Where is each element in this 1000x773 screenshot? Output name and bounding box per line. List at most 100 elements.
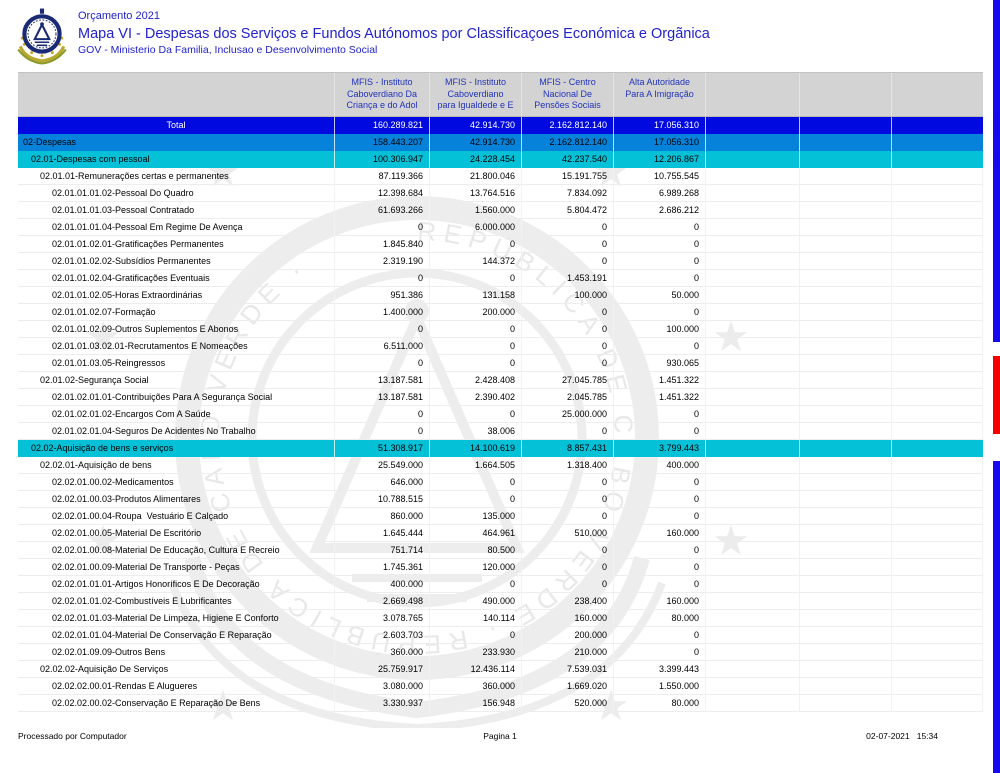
table-row: 02.01-Despesas com pessoal 100.306.947 24.…: [18, 151, 983, 168]
cell-value: 0: [522, 423, 614, 440]
cell-value: 14.100.619: [430, 440, 522, 457]
cell-empty: [706, 457, 800, 474]
cell-value: 0: [430, 236, 522, 253]
row-label: Total: [18, 117, 335, 134]
row-label: 02.01.02.01.04-Seguros De Acidentes No T…: [18, 423, 335, 440]
cell-value: 238.400: [522, 593, 614, 610]
cell-value: 0: [614, 542, 706, 559]
cell-empty: [892, 542, 983, 559]
table-row: 02.02-Aquisição de bens e serviços 51.308…: [18, 440, 983, 457]
table-row: 02.02.01.00.08-Material De Educação, Cul…: [18, 542, 983, 559]
cell-value: 0: [614, 406, 706, 423]
cell-empty: [706, 423, 800, 440]
cell-empty: [706, 593, 800, 610]
cell-value: 0: [335, 406, 430, 423]
cell-empty: [800, 440, 892, 457]
cell-empty: [892, 525, 983, 542]
cell-empty: [800, 372, 892, 389]
cell-value: 120.000: [430, 559, 522, 576]
cell-value: 0: [614, 338, 706, 355]
cell-empty: [800, 168, 892, 185]
cell-empty: [892, 287, 983, 304]
cell-empty: [706, 474, 800, 491]
cell-value: 1.745.361: [335, 559, 430, 576]
column-header-empty: [18, 73, 335, 116]
cell-value: 0: [522, 559, 614, 576]
cell-empty: [800, 151, 892, 168]
cell-empty: [706, 270, 800, 287]
cell-empty: [800, 185, 892, 202]
cell-value: 360.000: [430, 678, 522, 695]
cell-empty: [706, 253, 800, 270]
row-label: 02.01.01.01.04-Pessoal Em Regime De Aven…: [18, 219, 335, 236]
cell-empty: [706, 321, 800, 338]
right-edge-bar-blue-bottom: [993, 461, 1000, 773]
cell-value: 17.056.310: [614, 117, 706, 134]
row-label: 02.01.01.01.03-Pessoal Contratado: [18, 202, 335, 219]
cell-empty: [706, 678, 800, 695]
cell-empty: [706, 644, 800, 661]
cell-value: 3.078.765: [335, 610, 430, 627]
cell-empty: [892, 644, 983, 661]
row-label: 02.01.01.02.05-Horas Extraordinárias: [18, 287, 335, 304]
report-title: Mapa VI - Despesas dos Serviços e Fundos…: [78, 26, 710, 42]
table-row: 02.01.02.01.02-Encargos Com A Saúde 0 0 25.…: [18, 406, 983, 423]
row-label: 02.02.01-Aquisição de bens: [18, 457, 335, 474]
cell-empty: [892, 661, 983, 678]
cell-empty: [800, 457, 892, 474]
row-label: 02.01.01-Remunerações certas e permanent…: [18, 168, 335, 185]
cell-empty: [706, 389, 800, 406]
row-label: 02.01-Despesas com pessoal: [18, 151, 335, 168]
cell-empty: [800, 627, 892, 644]
cell-empty: [892, 134, 983, 151]
cell-empty: [706, 695, 800, 712]
cell-value: 2.319.190: [335, 253, 430, 270]
cell-empty: [892, 338, 983, 355]
cell-value: 25.549.000: [335, 457, 430, 474]
cell-value: 2.686.212: [614, 202, 706, 219]
cell-value: 25.000.000: [522, 406, 614, 423]
table-row: 02.01.01.03.02.01-Recrutamentos E Nomeaç…: [18, 338, 983, 355]
table-row: 02.02.01.09.09-Outros Bens 360.000 233.930…: [18, 644, 983, 661]
cell-value: 160.000: [522, 610, 614, 627]
cell-empty: [706, 168, 800, 185]
cell-value: 15.191.755: [522, 168, 614, 185]
cell-value: 80.000: [614, 695, 706, 712]
row-label: 02.02.01.01.02-Combustíveis E Lubrifican…: [18, 593, 335, 610]
cell-value: 0: [335, 355, 430, 372]
row-label: 02.02.01.01.03-Material De Limpeza, Higi…: [18, 610, 335, 627]
cell-value: 0: [614, 253, 706, 270]
cell-value: 0: [614, 304, 706, 321]
cell-value: 140.114: [430, 610, 522, 627]
cell-value: 1.451.322: [614, 389, 706, 406]
cell-value: 464.961: [430, 525, 522, 542]
row-label: 02.02.01.01.01-Artigos Honoríficos E De …: [18, 576, 335, 593]
report-header: Orçamento 2021 Mapa VI - Despesas dos Se…: [0, 0, 1000, 70]
row-label: 02.02.02-Aquisição De Serviços: [18, 661, 335, 678]
cell-value: 1.560.000: [430, 202, 522, 219]
cell-value: 0: [614, 576, 706, 593]
row-label: 02.02.01.09.09-Outros Bens: [18, 644, 335, 661]
cell-value: 135.000: [430, 508, 522, 525]
cell-empty: [892, 508, 983, 525]
cell-empty: [800, 287, 892, 304]
cell-value: 2.603.703: [335, 627, 430, 644]
cell-value: 12.436.114: [430, 661, 522, 678]
cell-value: 2.045.785: [522, 389, 614, 406]
cell-empty: [800, 661, 892, 678]
cell-empty: [800, 644, 892, 661]
cell-empty: [892, 491, 983, 508]
table-row: 02.02.01.00.02-Medicamentos 646.000 0 0 0: [18, 474, 983, 491]
cell-empty: [892, 389, 983, 406]
cell-empty: [892, 355, 983, 372]
cell-value: 1.669.020: [522, 678, 614, 695]
cell-empty: [800, 474, 892, 491]
table-row: 02.01.01.02.04-Gratificações Eventuais 0 0…: [18, 270, 983, 287]
cell-value: 0: [430, 576, 522, 593]
table-row: 02.01.01.02.02-Subsídios Permanentes 2.31…: [18, 253, 983, 270]
cell-value: 0: [614, 219, 706, 236]
cell-value: 25.759.917: [335, 661, 430, 678]
cell-value: 400.000: [614, 457, 706, 474]
cell-value: 233.930: [430, 644, 522, 661]
cell-value: 50.000: [614, 287, 706, 304]
